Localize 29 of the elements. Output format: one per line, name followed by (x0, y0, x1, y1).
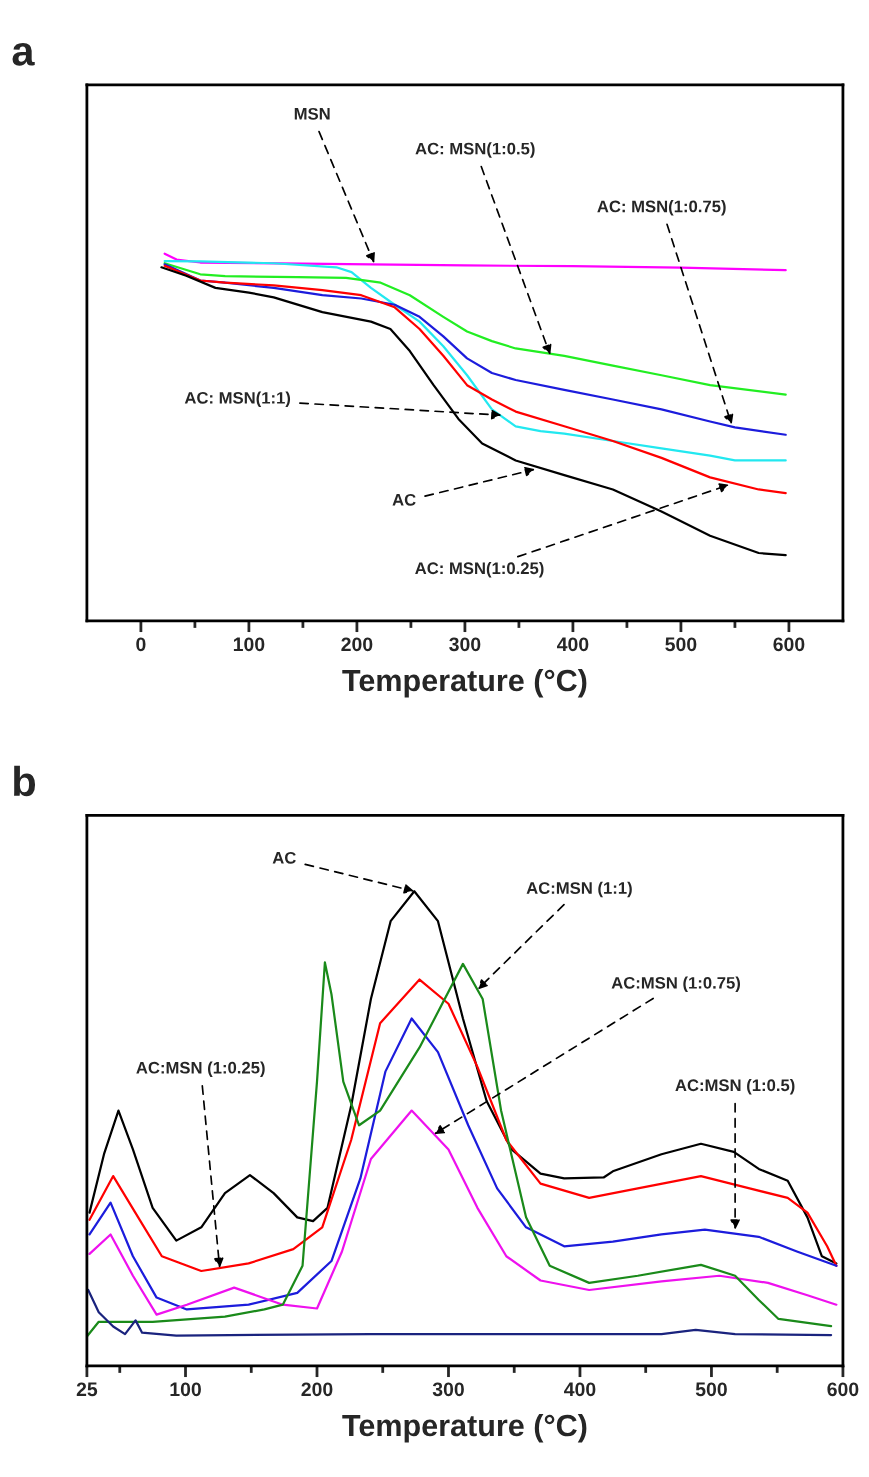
annotation: MSN (294, 107, 330, 120)
annotation: AC: MSN(1:0.5) (415, 142, 535, 158)
x-tick-label: 300 (449, 637, 481, 652)
annotation: AC:MSN (1:0.75) (611, 976, 741, 993)
annotation: AC (272, 851, 296, 864)
chart-title: b (14, 765, 36, 797)
x-tick-label: 500 (665, 637, 697, 652)
x-tick-label: 100 (233, 637, 265, 652)
annotation: AC:MSN (1:1) (526, 881, 632, 898)
annotation: AC:MSN (1:0.5) (675, 1078, 795, 1095)
x-tick-label: 400 (564, 1382, 596, 1397)
x-axis-title: Temperature (°C) (342, 1413, 587, 1443)
x-tick-label: 0 (136, 637, 146, 652)
annotation: AC:MSN (1:0.25) (136, 1061, 265, 1077)
x-tick-label: 400 (556, 637, 589, 652)
x-tick-label: 100 (170, 1382, 201, 1397)
x-tick-label: 25 (76, 1382, 98, 1397)
x-tick-label: 600 (827, 1382, 859, 1397)
x-axis-title: Temperature (°C) (342, 668, 587, 698)
annotation: AC: MSN(1:1) (184, 391, 291, 408)
annotation: AC: MSN(1:0.25) (415, 561, 544, 578)
x-tick-label: 200 (301, 1382, 333, 1397)
annotation: AC (392, 493, 416, 506)
x-tick-label: 500 (695, 1382, 727, 1397)
annotation: AC: MSN(1:0.75) (597, 200, 726, 216)
x-tick-label: 600 (773, 637, 805, 652)
x-tick-label: 200 (341, 637, 373, 652)
x-tick-label: 300 (432, 1382, 464, 1397)
chart-title: a (12, 42, 35, 66)
